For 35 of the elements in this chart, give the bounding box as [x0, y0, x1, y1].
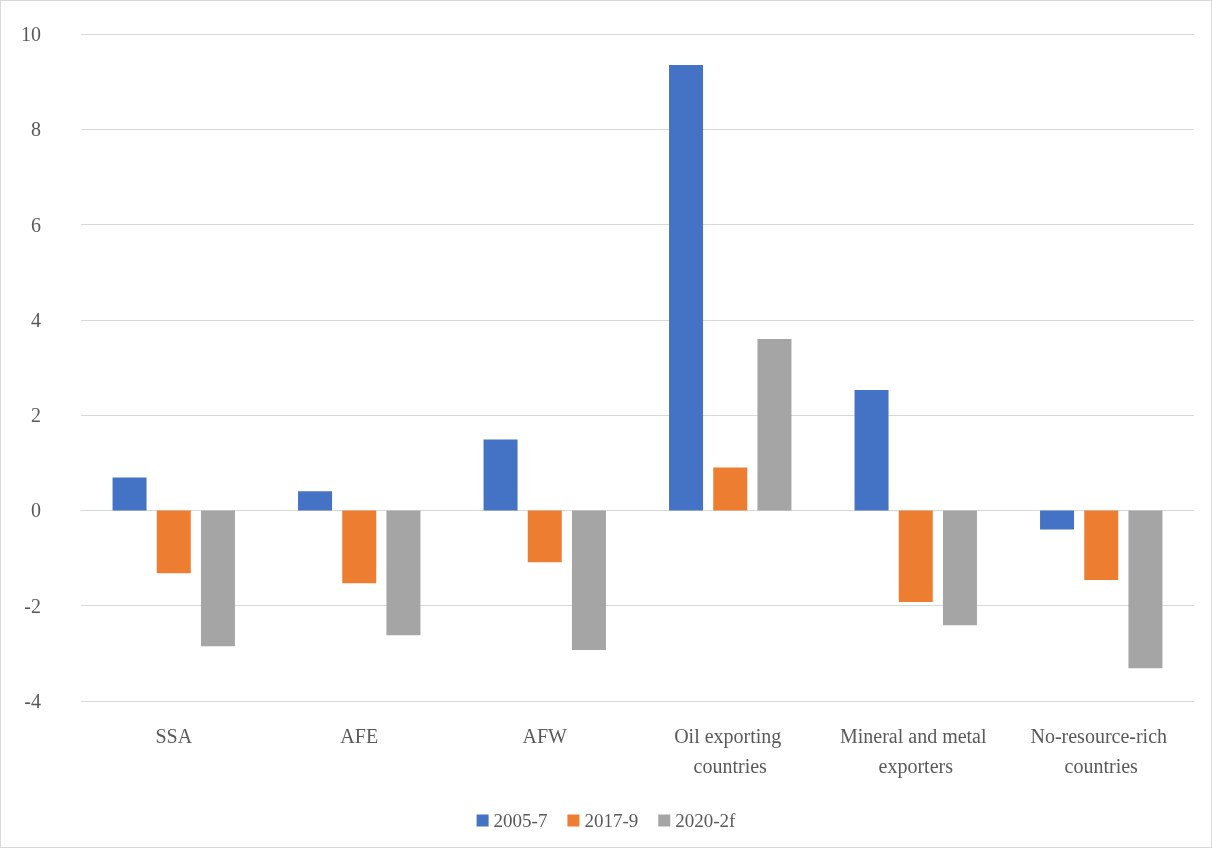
bar [200, 510, 235, 647]
bar [527, 510, 562, 563]
legend-label: 2020-2f [675, 810, 737, 831]
y-tick-label: 8 [31, 118, 41, 141]
bar [112, 477, 147, 511]
bar [342, 510, 377, 584]
y-tick-label: -2 [24, 594, 41, 617]
bar [942, 510, 977, 626]
y-tick-label: 4 [31, 308, 41, 331]
bar [669, 64, 704, 511]
bar [386, 510, 421, 636]
x-tick-label: AFE [340, 725, 379, 747]
bar [898, 510, 933, 602]
bar [854, 389, 889, 511]
legend-label: 2017-9 [584, 810, 639, 831]
y-tick-label: -4 [24, 690, 41, 712]
bar [156, 510, 191, 574]
legend-label: 2005-7 [493, 810, 548, 831]
x-tick-label: SSA [155, 725, 193, 747]
x-tick-label: No-resource-rich countries [1030, 725, 1173, 777]
x-tick-label: Oil exporting countries [674, 725, 787, 777]
y-tick-label: 10 [21, 23, 41, 45]
bar [1084, 510, 1119, 580]
bar [1040, 510, 1075, 530]
x-tick-label: AFW [522, 725, 568, 747]
bar [571, 510, 606, 651]
y-tick-label: 2 [31, 404, 41, 427]
bar [298, 491, 333, 511]
y-tick-label: 6 [31, 213, 41, 236]
bar [483, 439, 518, 511]
x-tick-label: Mineral and metal exporters [839, 725, 992, 778]
y-tick-label: 0 [31, 499, 41, 522]
bar [1128, 510, 1163, 669]
bar [757, 338, 792, 511]
bar [713, 467, 748, 511]
